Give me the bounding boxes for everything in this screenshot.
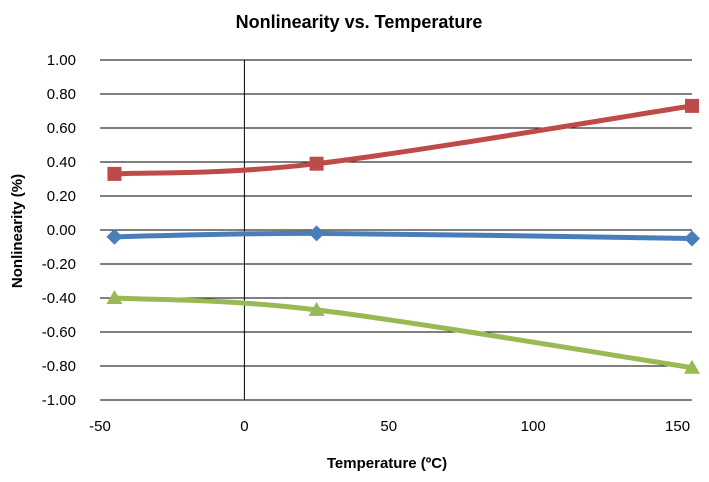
series-line	[111, 103, 695, 177]
y-tick-label: 0.20	[47, 188, 76, 205]
series-line	[111, 295, 695, 371]
data-point-triangle	[684, 359, 700, 374]
x-tick-label: 0	[240, 418, 248, 435]
data-point-triangle	[106, 290, 123, 304]
y-tick-label: -0.80	[42, 358, 76, 375]
y-tick-label: -1.00	[42, 392, 76, 409]
x-tick-label: 100	[521, 418, 546, 435]
series-line	[111, 230, 695, 241]
y-tick-label: -0.60	[42, 324, 76, 341]
data-point-square	[685, 98, 699, 113]
data-series	[106, 290, 700, 374]
data-point-diamond	[684, 230, 700, 247]
x-tick-label: -50	[89, 418, 111, 435]
data-point-diamond	[106, 228, 123, 245]
data-point-triangle	[308, 301, 325, 316]
tick-labels: 1.00 0.80 0.60 0.40 0.20 0.00 -0.20 -0.40 -0.60 -…	[42, 52, 690, 435]
y-tick-label: 0.60	[47, 120, 76, 137]
x-tick-label: 150	[665, 418, 690, 435]
chart-title: Nonlinearity vs. Temperature	[236, 12, 483, 32]
data-series	[107, 98, 699, 181]
series	[106, 98, 700, 374]
data-series	[106, 225, 700, 247]
y-tick-label: -0.40	[42, 290, 76, 307]
data-point-square	[309, 156, 324, 171]
y-tick-label: -0.20	[42, 256, 76, 273]
gridlines	[100, 59, 692, 401]
y-tick-label: 0.80	[47, 86, 76, 103]
y-tick-label: 0.40	[47, 154, 76, 171]
x-tick-label: 50	[380, 418, 397, 435]
data-point-diamond	[308, 225, 325, 242]
y-tick-label: 1.00	[47, 52, 76, 69]
data-point-square	[107, 166, 122, 181]
y-tick-label: 0.00	[47, 222, 76, 239]
x-axis-title: Temperature (ºC)	[327, 455, 447, 472]
y-axis-title: Nonlinearity (%)	[9, 174, 26, 288]
